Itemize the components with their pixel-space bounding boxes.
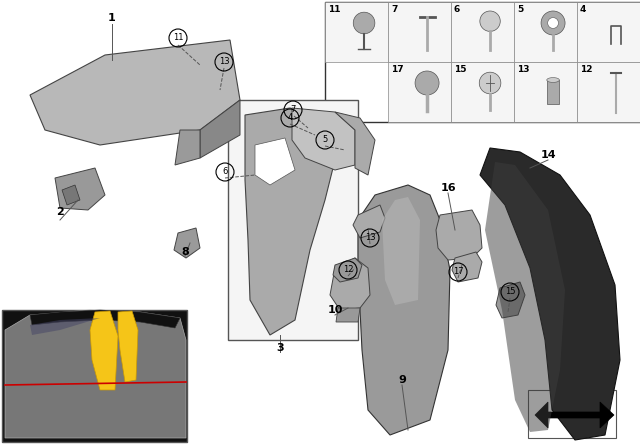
Bar bbox=[514, 2, 577, 62]
Polygon shape bbox=[30, 310, 180, 328]
Bar bbox=[325, 2, 640, 122]
Text: 5: 5 bbox=[323, 135, 328, 145]
Text: 4: 4 bbox=[287, 113, 292, 122]
Ellipse shape bbox=[547, 78, 559, 82]
Bar bbox=[528, 390, 616, 438]
Circle shape bbox=[548, 17, 559, 28]
Text: 5: 5 bbox=[517, 5, 524, 14]
Circle shape bbox=[541, 11, 565, 35]
Text: 11: 11 bbox=[173, 34, 183, 43]
Circle shape bbox=[479, 72, 501, 94]
Text: 10: 10 bbox=[327, 305, 342, 315]
Polygon shape bbox=[436, 210, 482, 260]
Bar bbox=[547, 80, 559, 104]
Bar bbox=[451, 62, 514, 122]
Text: 14: 14 bbox=[540, 150, 556, 160]
Circle shape bbox=[353, 12, 375, 34]
Bar bbox=[388, 62, 451, 122]
Polygon shape bbox=[30, 318, 100, 335]
Text: 3: 3 bbox=[276, 343, 284, 353]
Bar bbox=[577, 2, 640, 62]
Polygon shape bbox=[30, 40, 240, 145]
Bar bbox=[514, 62, 577, 122]
Text: 13: 13 bbox=[365, 233, 375, 242]
Polygon shape bbox=[358, 185, 450, 435]
Polygon shape bbox=[5, 310, 186, 438]
Bar bbox=[577, 62, 640, 122]
Polygon shape bbox=[353, 205, 385, 238]
Text: 1: 1 bbox=[108, 13, 116, 23]
Polygon shape bbox=[496, 282, 525, 318]
Bar bbox=[388, 2, 451, 62]
Text: 17: 17 bbox=[391, 65, 404, 74]
Text: 12: 12 bbox=[580, 65, 593, 74]
Polygon shape bbox=[255, 138, 295, 185]
Polygon shape bbox=[535, 402, 614, 428]
Bar bbox=[451, 2, 514, 62]
Circle shape bbox=[415, 71, 439, 95]
Text: 6: 6 bbox=[222, 168, 228, 177]
Polygon shape bbox=[245, 108, 335, 335]
Polygon shape bbox=[382, 197, 420, 305]
Text: 13: 13 bbox=[219, 57, 229, 66]
Polygon shape bbox=[55, 168, 105, 210]
Text: 7: 7 bbox=[291, 105, 296, 115]
Text: 8: 8 bbox=[181, 247, 189, 257]
Polygon shape bbox=[200, 100, 240, 158]
Text: 12: 12 bbox=[343, 266, 353, 275]
Polygon shape bbox=[335, 112, 375, 175]
Polygon shape bbox=[292, 108, 355, 170]
Polygon shape bbox=[118, 311, 138, 382]
Polygon shape bbox=[175, 130, 200, 165]
Polygon shape bbox=[336, 308, 360, 322]
Bar bbox=[2, 310, 187, 442]
Polygon shape bbox=[174, 228, 200, 258]
Bar bbox=[228, 100, 358, 340]
Circle shape bbox=[480, 11, 500, 31]
Text: 15: 15 bbox=[454, 65, 467, 74]
Text: 4: 4 bbox=[580, 5, 586, 14]
Text: 16: 16 bbox=[440, 183, 456, 193]
Polygon shape bbox=[90, 311, 118, 390]
Text: 11: 11 bbox=[328, 5, 340, 14]
Polygon shape bbox=[480, 148, 620, 440]
Text: 2: 2 bbox=[56, 207, 64, 217]
Bar bbox=[325, 2, 388, 62]
Text: 13: 13 bbox=[517, 65, 529, 74]
Text: 9: 9 bbox=[398, 375, 406, 385]
Text: 17: 17 bbox=[452, 267, 463, 276]
Text: 6: 6 bbox=[454, 5, 460, 14]
Polygon shape bbox=[62, 185, 80, 205]
Polygon shape bbox=[485, 162, 565, 432]
Polygon shape bbox=[452, 252, 482, 282]
Text: 15: 15 bbox=[505, 288, 515, 297]
Polygon shape bbox=[333, 258, 362, 282]
Polygon shape bbox=[330, 258, 370, 310]
Text: 7: 7 bbox=[391, 5, 397, 14]
